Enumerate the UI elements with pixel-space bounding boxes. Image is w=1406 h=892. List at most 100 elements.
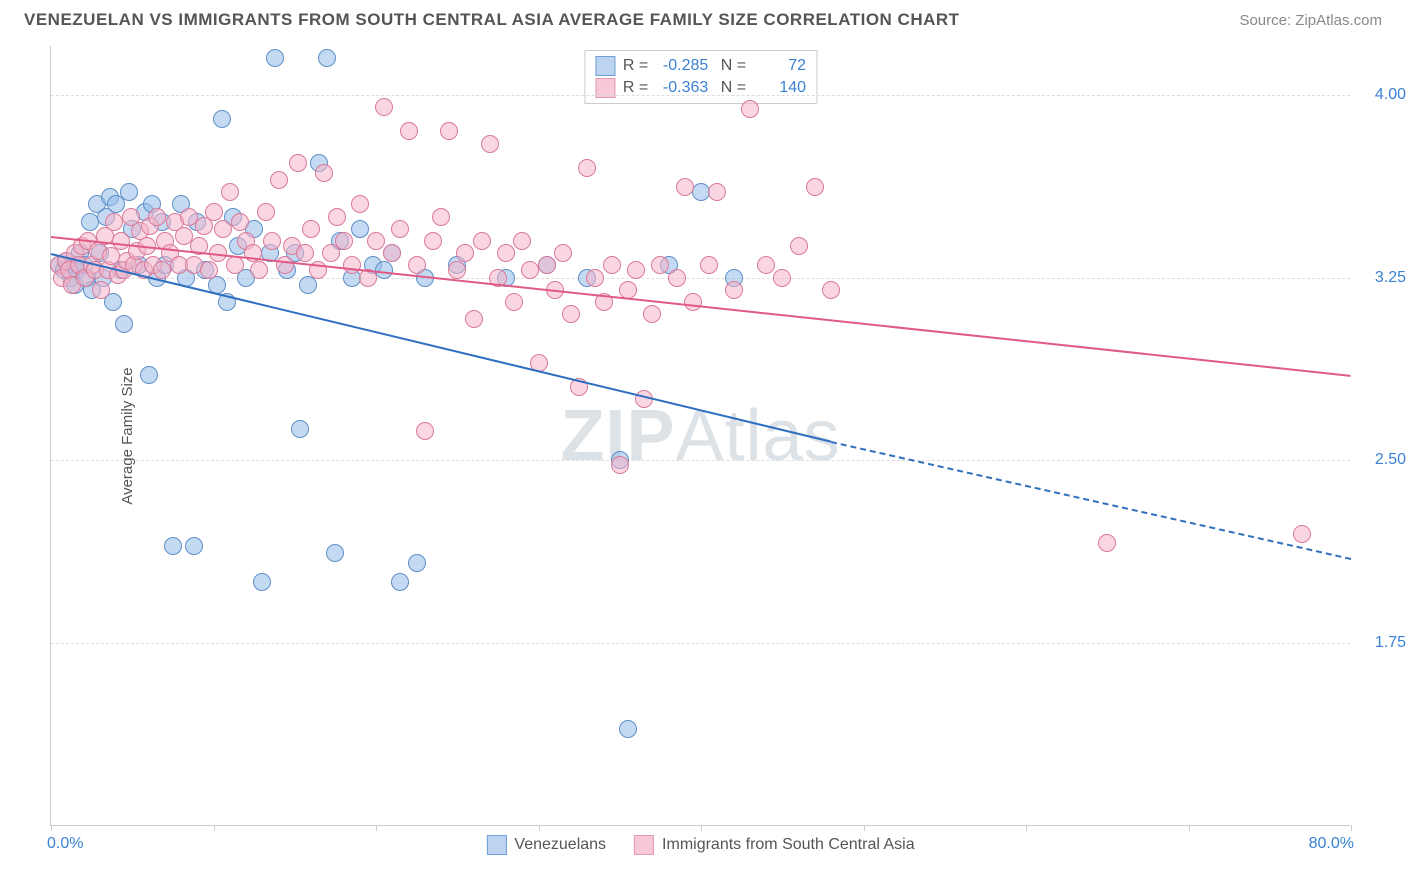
scatter-point (586, 269, 604, 287)
scatter-point (351, 220, 369, 238)
scatter-point (603, 256, 621, 274)
scatter-point (627, 261, 645, 279)
gridline (51, 643, 1350, 644)
scatter-point (375, 98, 393, 116)
scatter-point (448, 261, 466, 279)
scatter-point (291, 420, 309, 438)
scatter-point (790, 237, 808, 255)
scatter-point (611, 456, 629, 474)
scatter-point (289, 154, 307, 172)
stat-value-n: 72 (754, 57, 806, 75)
trend-line (51, 236, 1351, 377)
trend-line (51, 253, 831, 443)
scatter-point (538, 256, 556, 274)
scatter-point (391, 573, 409, 591)
scatter-point (643, 305, 661, 323)
stat-label: R = (623, 57, 648, 75)
scatter-point (250, 261, 268, 279)
scatter-point (214, 220, 232, 238)
swatch-icon (486, 835, 506, 855)
stats-row: R = -0.285 N = 72 (595, 55, 806, 77)
scatter-point (725, 281, 743, 299)
scatter-point (164, 537, 182, 555)
scatter-point (153, 261, 171, 279)
scatter-point (266, 49, 284, 67)
scatter-point (668, 269, 686, 287)
scatter-point (562, 305, 580, 323)
x-tick (1026, 825, 1027, 831)
scatter-point (383, 244, 401, 262)
scatter-point (140, 366, 158, 384)
scatter-point (473, 232, 491, 250)
scatter-point (578, 159, 596, 177)
stat-label: N = (716, 57, 746, 75)
scatter-point (335, 232, 353, 250)
scatter-point (115, 315, 133, 333)
scatter-point (296, 244, 314, 262)
scatter-point (676, 178, 694, 196)
scatter-point (400, 122, 418, 140)
x-tick-end: 80.0% (1309, 835, 1354, 853)
scatter-point (700, 256, 718, 274)
scatter-point (497, 244, 515, 262)
scatter-point (651, 256, 669, 274)
y-tick-label: 2.50 (1375, 451, 1406, 469)
scatter-point (684, 293, 702, 311)
scatter-point (185, 537, 203, 555)
scatter-point (231, 213, 249, 231)
chart-plot-area: Average Family Size ZIPAtlas R = -0.285 … (50, 46, 1350, 826)
y-tick-label: 4.00 (1375, 86, 1406, 104)
x-tick (214, 825, 215, 831)
scatter-point (505, 293, 523, 311)
legend-label: Immigrants from South Central Asia (662, 836, 915, 854)
scatter-point (1098, 534, 1116, 552)
scatter-point (367, 232, 385, 250)
x-tick (1351, 825, 1352, 831)
swatch-icon (634, 835, 654, 855)
scatter-point (822, 281, 840, 299)
scatter-point (408, 554, 426, 572)
bottom-legend: Venezuelans Immigrants from South Centra… (486, 835, 914, 855)
scatter-point (257, 203, 275, 221)
scatter-point (343, 256, 361, 274)
scatter-point (440, 122, 458, 140)
scatter-point (741, 100, 759, 118)
legend-item: Immigrants from South Central Asia (634, 835, 915, 855)
scatter-point (318, 49, 336, 67)
scatter-point (205, 203, 223, 221)
scatter-point (315, 164, 333, 182)
scatter-point (328, 208, 346, 226)
scatter-point (213, 110, 231, 128)
scatter-point (408, 256, 426, 274)
scatter-point (276, 256, 294, 274)
scatter-point (424, 232, 442, 250)
stat-value-r: -0.285 (656, 57, 708, 75)
scatter-point (456, 244, 474, 262)
scatter-point (1293, 525, 1311, 543)
x-tick (1189, 825, 1190, 831)
scatter-point (302, 220, 320, 238)
y-tick-label: 3.25 (1375, 269, 1406, 287)
x-tick-start: 0.0% (47, 835, 83, 853)
scatter-point (432, 208, 450, 226)
scatter-point (253, 573, 271, 591)
scatter-point (554, 244, 572, 262)
watermark-light: Atlas (675, 396, 840, 476)
scatter-point (200, 261, 218, 279)
header: VENEZUELAN VS IMMIGRANTS FROM SOUTH CENT… (0, 0, 1406, 36)
scatter-point (416, 422, 434, 440)
source-label: Source: ZipAtlas.com (1239, 12, 1382, 29)
legend-item: Venezuelans (486, 835, 606, 855)
scatter-point (112, 232, 130, 250)
x-tick (864, 825, 865, 831)
watermark: ZIPAtlas (560, 395, 840, 477)
scatter-point (92, 281, 110, 299)
y-axis-label: Average Family Size (119, 367, 136, 504)
scatter-point (806, 178, 824, 196)
chart-title: VENEZUELAN VS IMMIGRANTS FROM SOUTH CENT… (24, 10, 960, 30)
gridline (51, 460, 1350, 461)
y-tick-label: 1.75 (1375, 634, 1406, 652)
scatter-point (773, 269, 791, 287)
x-tick (701, 825, 702, 831)
scatter-point (391, 220, 409, 238)
